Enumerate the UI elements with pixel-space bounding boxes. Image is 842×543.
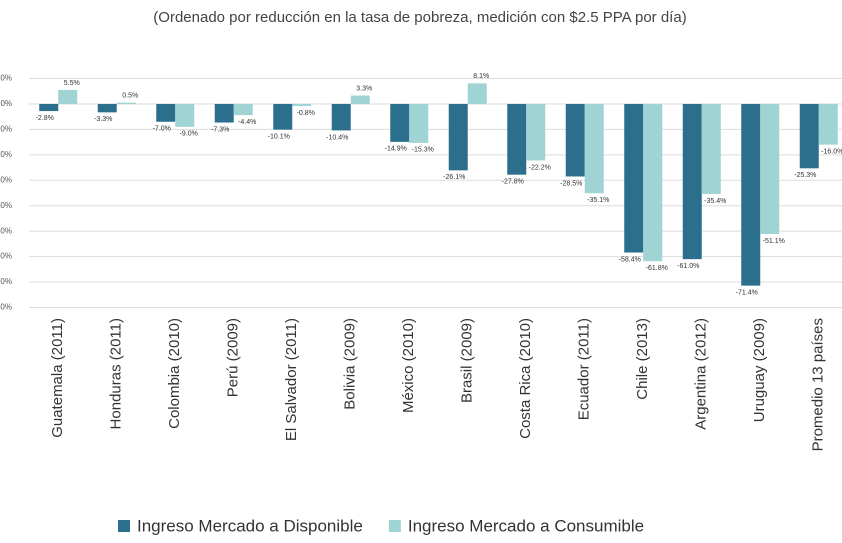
x-tick-label: Bolivia (2009) [342,318,359,410]
value-label: 0.5% [122,93,138,100]
bar [273,103,293,130]
x-tick-label: Brasil (2009) [459,318,476,403]
legend-label: Ingreso Mercado a Consumible [408,516,644,535]
bar [467,83,487,104]
y-tick-label: 10% [0,74,12,83]
y-tick-label: -20% [0,150,12,159]
bar [97,103,117,113]
x-tick-label: Colombia (2010) [166,318,183,429]
value-label: -28.5% [560,180,582,187]
value-label: -61.8% [646,265,668,272]
bar [682,103,702,260]
value-label: 3.3% [356,85,372,92]
bar [760,103,780,234]
bar [584,103,604,194]
legend-swatch [118,520,130,532]
value-label: 5.5% [64,80,80,87]
value-label: -0.8% [297,110,315,117]
x-tick-label: Uruguay (2009) [751,318,768,422]
bar [233,103,253,116]
bar [624,103,644,253]
chart-title: (Ordenado por reducción en la tasa de po… [153,9,687,26]
bar [350,95,370,104]
bar [818,103,838,145]
value-label: -51.1% [763,238,785,245]
x-tick-label: Guatemala (2011) [49,318,66,438]
value-label: -35.1% [587,197,609,204]
bar [156,103,176,122]
y-tick-label: -10% [0,124,12,133]
value-label: 8.1% [473,73,489,80]
bar [526,103,546,161]
value-label: -10.1% [268,133,290,140]
x-tick-label: México (2010) [400,318,417,413]
x-tick-label: Costa Rica (2010) [517,318,534,439]
y-tick-label: -40% [0,201,12,210]
value-label: -26.1% [443,174,465,181]
value-label: -58.4% [619,256,641,263]
y-tick-label: -70% [0,277,12,286]
value-label: -71.4% [736,289,758,296]
value-label: -2.8% [36,115,54,122]
bar [39,103,59,112]
value-label: -10.4% [326,134,348,141]
bar [331,103,351,131]
bar [214,103,234,123]
y-tick-label: -60% [0,252,12,261]
legend-swatch [388,520,401,532]
x-tick-label: Perú (2009) [225,318,242,397]
value-label: -14.9% [385,146,407,153]
bar [175,103,195,127]
value-label: -16.0% [821,148,842,155]
value-label: -7.3% [211,126,229,133]
y-tick-label: -80% [0,303,12,312]
bar [409,103,429,143]
bar [643,103,663,262]
legend-label: Ingreso Mercado a Disponible [137,516,363,535]
x-tick-label: Promedio 13 países [810,318,827,451]
value-label: -4.4% [238,119,256,126]
x-tick-label: Argentina (2012) [693,318,710,430]
value-label: -7.0% [153,126,171,133]
bar [701,103,721,195]
value-label: -22.2% [529,164,551,171]
bar [390,103,410,142]
y-tick-label: -50% [0,226,12,235]
value-label: -27.8% [502,179,524,186]
y-tick-label: 0% [0,99,12,108]
bar [799,103,819,169]
bar [58,89,78,104]
value-label: -25.3% [794,172,816,179]
bar [116,102,136,104]
x-tick-label: El Salvador (2011) [283,318,300,441]
bar [448,103,468,171]
x-tick-label: Chile (2013) [634,318,651,400]
y-tick-label: -30% [0,175,12,184]
bar [565,103,585,177]
bar [292,103,312,106]
bar [507,103,527,175]
x-tick-label: Ecuador (2011) [576,318,593,420]
value-label: -15.3% [412,147,434,154]
value-label: -3.3% [94,116,112,123]
value-label: -61.0% [677,263,699,270]
value-label: -9.0% [180,131,198,138]
bar [741,103,761,286]
x-tick-label: Honduras (2011) [108,318,125,429]
value-label: -35.4% [704,198,726,205]
